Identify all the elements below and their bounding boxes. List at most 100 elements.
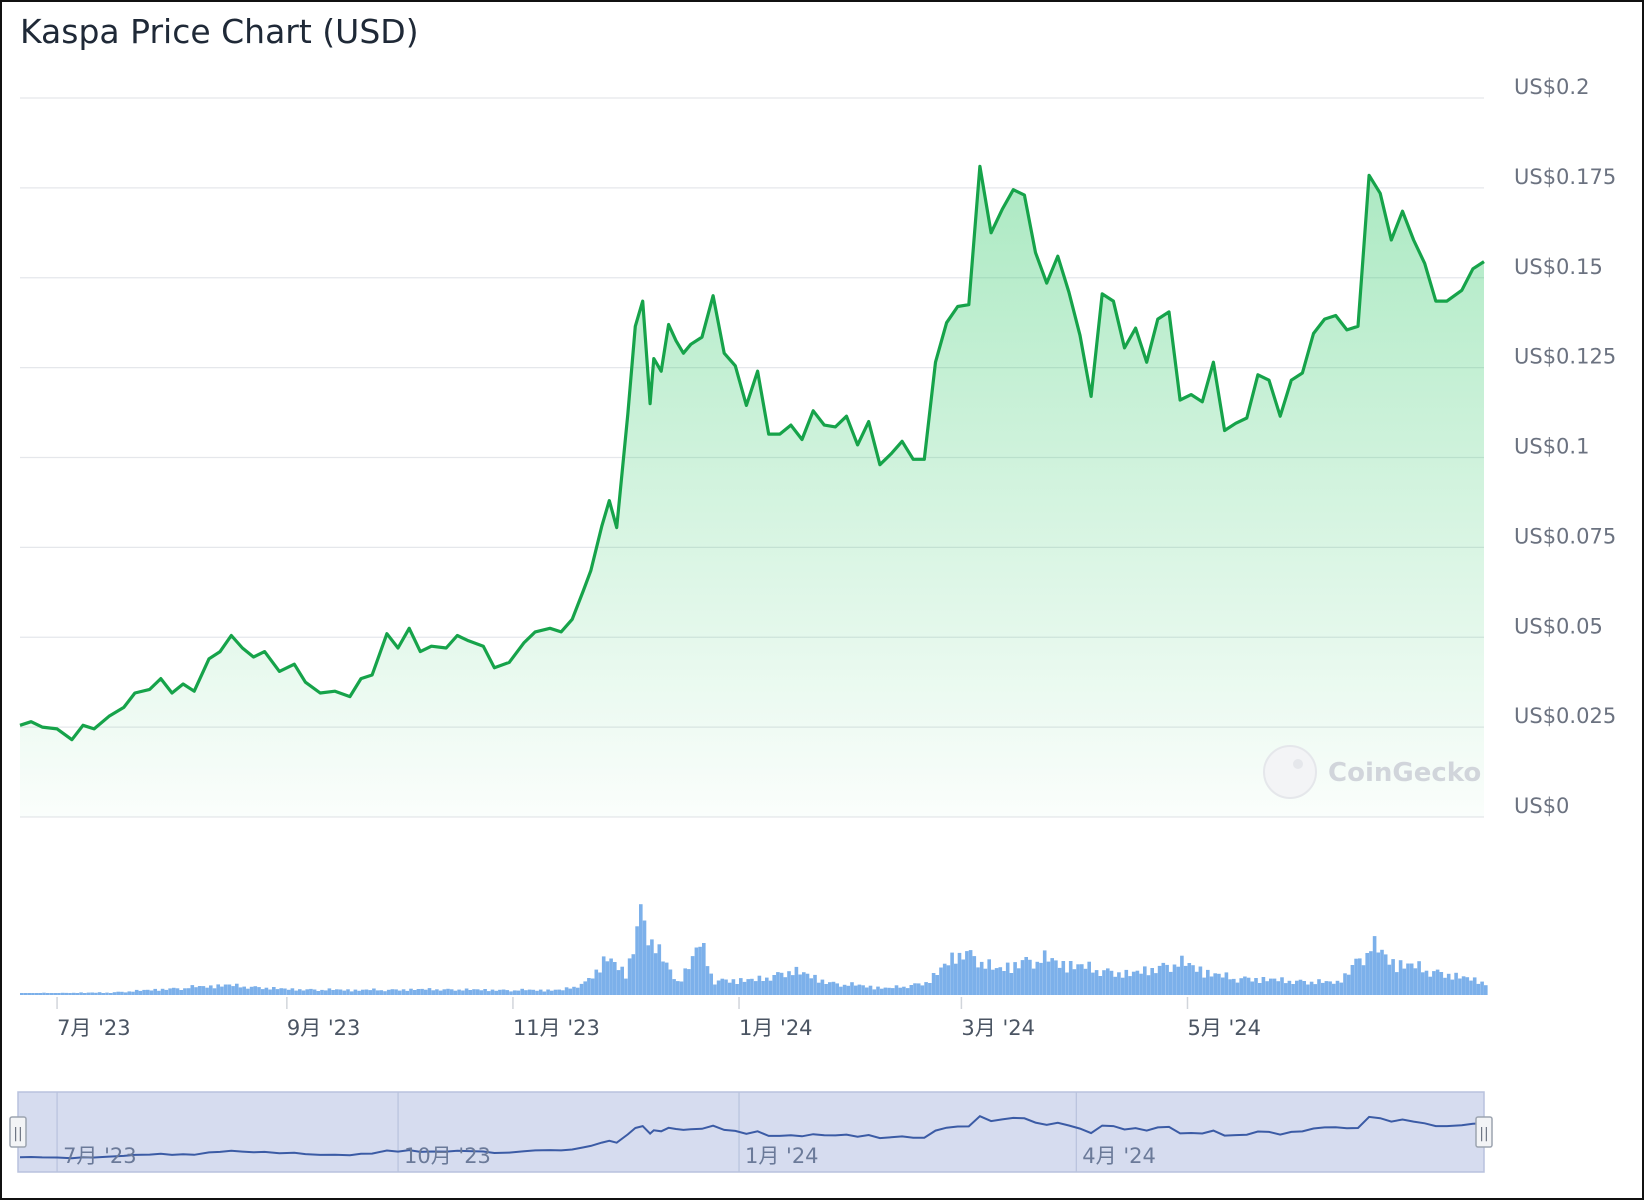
volume-bar: [839, 986, 843, 995]
x-tick-label: 1月 '24: [739, 1016, 813, 1040]
volume-bar: [768, 980, 773, 995]
volume-bar: [1117, 972, 1121, 995]
volume-bar: [505, 990, 510, 995]
volume-bar: [750, 978, 754, 995]
volume-bar: [887, 987, 891, 995]
volume-bar: [109, 993, 113, 995]
volume-bar: [961, 959, 965, 995]
volume-bar: [27, 993, 31, 995]
volume-bar: [186, 988, 191, 995]
volume-bar: [1276, 981, 1280, 995]
volume-bar: [294, 990, 298, 995]
volume-bar: [631, 954, 636, 995]
volume-bar: [246, 988, 250, 995]
volume-bar: [876, 986, 880, 995]
volume-bar: [683, 968, 687, 995]
volume-bar: [879, 988, 884, 995]
volume-bar: [142, 989, 146, 995]
volume-bar: [168, 988, 172, 995]
volume-bar: [1261, 977, 1266, 995]
volume-bar: [494, 990, 498, 995]
volume-bar: [1161, 962, 1166, 995]
volume-bar: [894, 985, 899, 995]
volume-bar: [1302, 981, 1306, 995]
volume-bar: [190, 985, 195, 995]
volume-bar: [390, 989, 395, 995]
volume-bar: [954, 963, 958, 995]
volume-bar: [1428, 976, 1432, 995]
volume-bar: [928, 983, 932, 995]
volume-bar: [535, 990, 539, 995]
volume-bar: [264, 987, 269, 995]
volume-bar: [1254, 978, 1258, 995]
volume-bar: [205, 987, 209, 995]
volume-bar: [312, 989, 317, 995]
volume-bar: [1206, 969, 1210, 995]
volume-bar: [802, 972, 806, 995]
volume-bar: [1109, 970, 1114, 995]
volume-bar: [991, 969, 995, 995]
volume-bar: [357, 990, 361, 995]
price-series-line[interactable]: [19, 164, 1485, 742]
volume-bar: [498, 989, 502, 995]
volume-bar: [794, 966, 799, 995]
volume-bar: [23, 993, 28, 995]
volume-bar: [1146, 975, 1151, 995]
volume-bar: [998, 967, 1003, 995]
range-navigator[interactable]: 7月 '23 10月 '23 1月 '24 4月 '24 || ||: [9, 1091, 1493, 1173]
volume-bar: [1461, 976, 1466, 995]
volume-bar: [220, 986, 224, 995]
volume-bar: [1383, 954, 1388, 995]
navigator-left-handle[interactable]: ||: [9, 1116, 27, 1148]
volume-bar: [713, 984, 717, 995]
volume-bar: [442, 989, 447, 995]
x-axis-ticks: 7月 '23 9月 '23 11月 '23 1月 '24 3月 '24 5月 '24: [56, 997, 1261, 1040]
x-tick-label: 3月 '24: [961, 1016, 1035, 1040]
volume-bar: [475, 989, 480, 995]
volume-bar: [1291, 984, 1295, 995]
volume-bar: [260, 989, 265, 995]
volume-bar: [920, 985, 925, 995]
volume-bar: [405, 990, 410, 995]
volume-bar: [627, 958, 632, 995]
volume-bar: [401, 989, 406, 995]
volume-bar: [1265, 981, 1269, 995]
volume-bar: [1120, 977, 1125, 995]
volume-bar: [183, 988, 187, 995]
volume-bar: [146, 989, 150, 995]
volume-bar: [690, 956, 695, 995]
volume-bar: [872, 989, 877, 995]
volume-bar: [60, 992, 65, 995]
volume-bar: [550, 990, 554, 995]
volume-bar: [1124, 969, 1129, 995]
volume-bar: [994, 968, 999, 995]
volume-bar: [1480, 981, 1484, 995]
volume-bar: [857, 984, 862, 995]
volume-bar: [598, 972, 602, 995]
volume-bar: [557, 989, 561, 995]
volume-bar: [34, 993, 39, 995]
volume-bar: [231, 986, 235, 995]
volume-bar: [323, 990, 328, 995]
volume-bar: [1469, 980, 1473, 995]
volume-bar: [950, 952, 954, 995]
volume-bar: [1228, 979, 1232, 995]
volume-bar: [605, 961, 610, 995]
volume-bar: [1042, 950, 1047, 995]
volume-bar: [1272, 978, 1277, 995]
volume-bar: [83, 993, 87, 995]
volume-bar: [1213, 973, 1217, 995]
gecko-logo-icon: [1263, 745, 1317, 799]
volume-bar: [709, 973, 713, 995]
volume-bar: [483, 989, 487, 995]
volume-bar: [639, 904, 643, 995]
volume-bar: [123, 992, 128, 995]
navigator-right-handle[interactable]: ||: [1475, 1116, 1493, 1148]
volume-bar: [1165, 964, 1169, 995]
volume-bar: [338, 989, 343, 995]
volume-bar: [468, 990, 473, 995]
volume-bar: [739, 978, 743, 995]
volume-bar: [64, 992, 69, 995]
volume-bar: [1232, 978, 1236, 995]
